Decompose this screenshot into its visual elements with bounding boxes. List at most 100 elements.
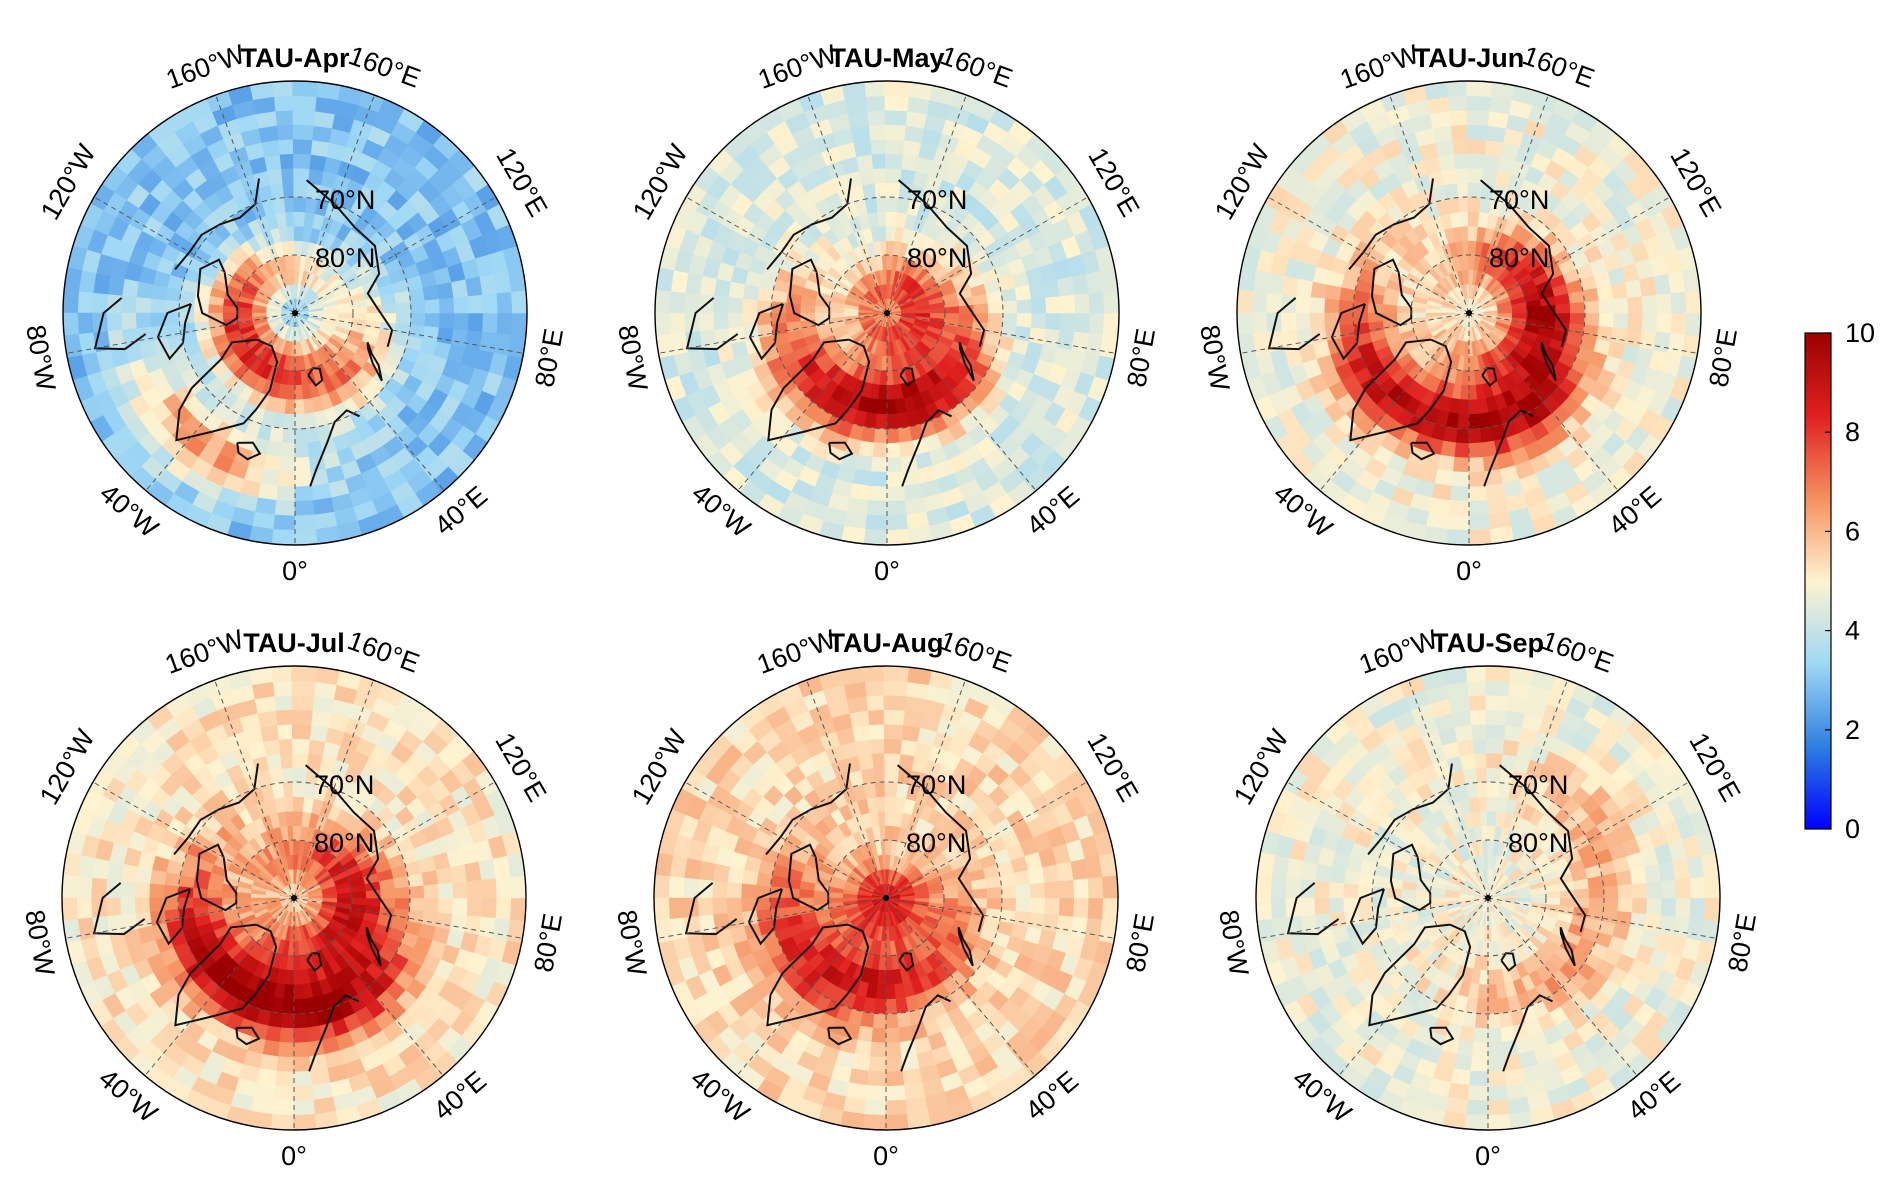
grid-cell [278,1041,296,1058]
coastline [307,367,324,387]
meridian [1240,312,1470,354]
grid-cell [293,196,307,213]
grid-cell [1612,311,1629,329]
longitude-label: 160°E [345,40,425,93]
grid-cell [1511,312,1528,320]
grid-cell [1467,153,1485,170]
grid-cell [291,694,315,711]
grid-cell [274,500,298,517]
grid-cell [1001,896,1017,912]
grid-cell [1029,896,1046,914]
coastline [308,994,359,1072]
grid-cell [119,880,136,901]
grid-cell [871,1027,888,1044]
meridian [886,196,1089,314]
grid-cell [814,305,830,315]
grid-cell [292,109,316,126]
grid-cell [286,384,297,401]
grid-cell [453,310,470,331]
grid-cell [1466,109,1490,126]
grid-cell [1466,95,1491,112]
longitude-label: 160°W [162,39,249,95]
grid-cell [148,883,165,900]
meridian [886,312,1037,492]
grid-cell [292,124,314,141]
meridian [1468,94,1549,314]
grid-cell [394,896,411,910]
grid-cell [1466,124,1488,141]
grid-cell [1030,311,1047,329]
grid-cell [863,529,890,545]
grid-cell [869,471,890,488]
grid-cell [292,825,302,841]
grid-cell [884,738,902,755]
grid-cell [275,1070,297,1087]
longitude-label: 160°W [161,624,248,680]
coastline [788,258,831,327]
grid-cell [885,225,896,242]
grid-cell [875,984,888,1000]
longitude-label: 80°W [1194,323,1235,394]
grid-cell [293,839,301,856]
grid-cell [1237,289,1253,316]
map-frame [1236,80,1702,546]
grid-cell [1656,310,1673,334]
grid-cell [928,897,945,905]
meridian [294,312,445,492]
grid-cell [292,796,305,812]
north-pole-marker [292,310,298,316]
grid-cell [279,456,297,473]
latitude-label: 80°N [907,243,967,273]
grid-cell [868,1056,889,1073]
grid-cell [813,890,829,900]
grid-cell [282,998,296,1015]
north-pole-marker [1466,310,1472,316]
grid-cell [886,254,894,271]
grid-cell [120,295,137,316]
grid-cell [875,413,889,430]
data-field [62,666,526,1130]
grid-cell [1627,310,1644,331]
meridian [293,897,444,1077]
grid-cell [222,305,238,315]
grid-cell [291,723,312,740]
map-frame [61,665,527,1131]
grid-cell [1447,514,1472,531]
grid-cell [885,153,903,170]
coastline [897,179,986,347]
longitude-label: 80°E [528,911,568,974]
latitude-label: 70°N [314,770,374,800]
meridian [294,94,375,314]
coastline [309,409,360,487]
grid-cell [62,874,78,901]
grid-cell [276,485,298,502]
grid-cell [885,182,901,198]
grid-cell [292,810,303,827]
grid-cell [884,767,900,783]
meridian [293,679,374,899]
meridian [807,94,888,314]
latitude-circle [1352,196,1586,430]
grid-cell [279,1027,296,1044]
grid-cell [206,889,223,900]
grid-cell [207,304,224,315]
grid-cell [292,738,310,755]
grid-cell [1454,442,1471,459]
coastline [1349,338,1453,442]
grid-cell [884,825,894,841]
grid-cell [437,896,454,914]
coastline [196,258,239,327]
panel-title: TAU-Aug [829,628,944,658]
grid-cell [885,240,895,256]
grid-cell [271,529,298,545]
grid-cell [874,998,888,1015]
grid-cell [221,890,237,900]
grid-cell [711,880,728,901]
meridian [886,94,967,314]
latitude-label: 70°N [1489,185,1549,215]
grid-cell [482,310,499,334]
grid-cell [1045,310,1062,331]
